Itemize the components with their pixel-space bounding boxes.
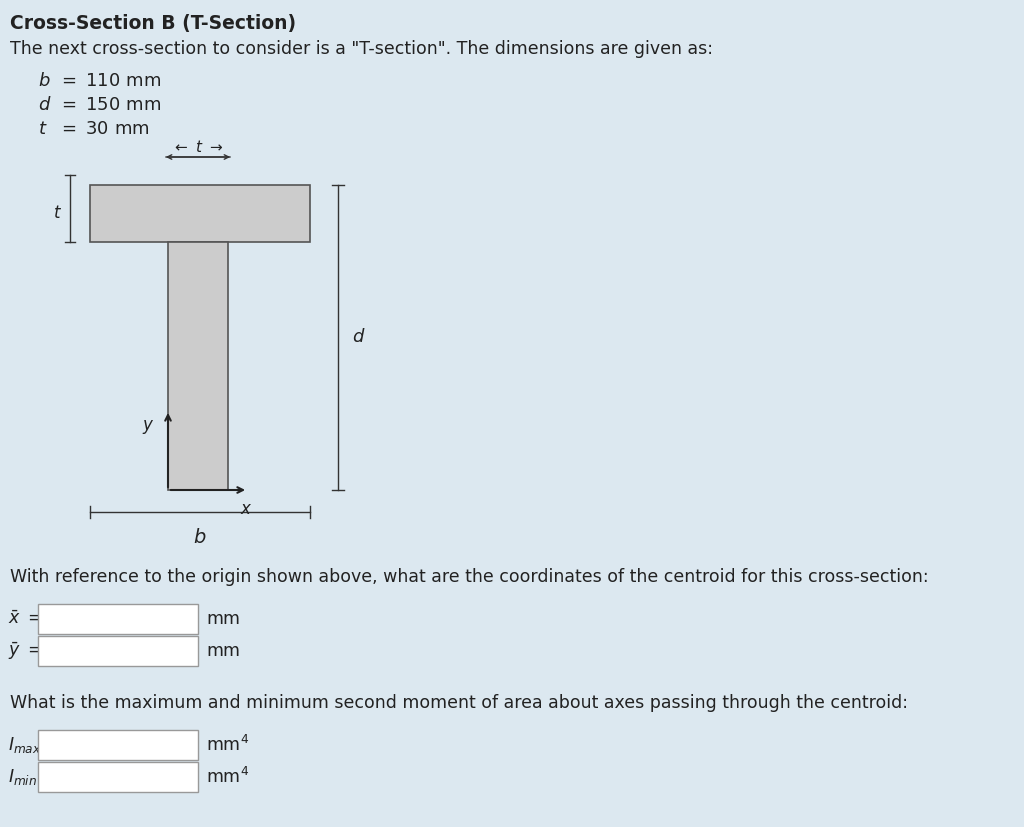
Text: $d$: $d$: [352, 328, 366, 347]
Bar: [38, 762, 198, 792]
Text: $I_{min}\ =$: $I_{min}\ =$: [8, 767, 60, 787]
Text: $d$: $d$: [38, 96, 51, 114]
Text: The next cross-section to consider is a "T-section". The dimensions are given as: The next cross-section to consider is a …: [10, 40, 713, 58]
Text: $t$: $t$: [53, 204, 62, 222]
Text: $t$: $t$: [38, 120, 47, 138]
Text: $I_{max}\ =$: $I_{max}\ =$: [8, 735, 63, 755]
Bar: [38, 604, 198, 634]
Text: $b$: $b$: [38, 72, 50, 90]
Text: $=$ 30 mm: $=$ 30 mm: [52, 120, 150, 138]
Text: mm: mm: [206, 610, 240, 628]
Text: mm$^4$: mm$^4$: [206, 735, 249, 755]
Text: $y$: $y$: [141, 418, 154, 436]
Bar: [38, 636, 198, 666]
Text: $\leftarrow\ t\ \rightarrow$: $\leftarrow\ t\ \rightarrow$: [172, 139, 224, 155]
Text: $x$: $x$: [240, 500, 253, 518]
Text: mm$^4$: mm$^4$: [206, 767, 249, 787]
Bar: [38, 730, 198, 760]
Text: mm: mm: [206, 642, 240, 660]
Text: $=$ 150 mm: $=$ 150 mm: [52, 96, 161, 114]
Text: $b$: $b$: [194, 528, 207, 547]
Text: $\bar{x}\ =$: $\bar{x}\ =$: [8, 610, 43, 628]
Text: $\bar{y}\ =$: $\bar{y}\ =$: [8, 640, 43, 662]
Text: Cross-Section B (T-Section): Cross-Section B (T-Section): [10, 14, 296, 33]
Bar: [90, 185, 310, 242]
Bar: [168, 242, 228, 490]
Text: What is the maximum and minimum second moment of area about axes passing through: What is the maximum and minimum second m…: [10, 694, 908, 712]
Text: With reference to the origin shown above, what are the coordinates of the centro: With reference to the origin shown above…: [10, 568, 929, 586]
Text: $=$ 110 mm: $=$ 110 mm: [52, 72, 161, 90]
